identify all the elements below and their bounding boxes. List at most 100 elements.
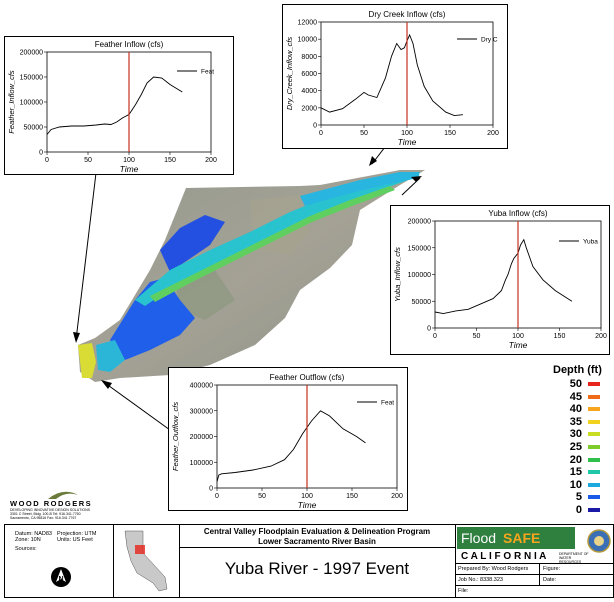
- x-tick-label: 100: [512, 333, 524, 340]
- y-tick-label: 12000: [298, 20, 318, 27]
- y-tick-label: 6000: [301, 71, 317, 78]
- california-locator-map: [124, 530, 168, 592]
- chart-title: Feather Inflow (cfs): [95, 40, 164, 49]
- x-axis-label: Time: [120, 164, 139, 174]
- zone-label: Zone: 10N: [15, 537, 41, 543]
- legend-item-swatch: [588, 470, 600, 475]
- title-block: Datum: NAD83 Zone: 10N Projection: UTM U…: [4, 524, 614, 598]
- x-tick-label: 200: [487, 130, 499, 137]
- legend-item: 0: [550, 504, 610, 516]
- program-cell: Central Valley Floodplain Evaluation & D…: [179, 525, 456, 597]
- legend-item-label: 0: [575, 504, 582, 516]
- flood-green-band: [150, 186, 395, 302]
- floodsafe-safe: SAFE: [503, 530, 541, 546]
- legend-item-label: 50: [569, 378, 582, 390]
- flood-yellow-outlet: [78, 343, 96, 378]
- legend-label: Feat: [201, 69, 214, 76]
- legend-item: 30: [550, 428, 610, 441]
- y-tick-label: 50000: [412, 299, 432, 306]
- legend-item-label: 20: [569, 453, 582, 466]
- legend-item: 35: [550, 415, 610, 428]
- projection-label: Projection: UTM: [57, 531, 97, 537]
- basin-name: Lower Sacramento River Basin: [258, 537, 376, 546]
- x-tick-label: 0: [433, 333, 437, 340]
- chart-title: Feather Outflow (cfs): [270, 373, 345, 382]
- legend-label: Feat: [381, 400, 394, 407]
- legend-item-label: 25: [569, 441, 582, 453]
- legend-item-swatch: [588, 445, 600, 449]
- legend-label: Dry C: [481, 37, 498, 44]
- chart-title: Yuba Inflow (cfs): [488, 209, 547, 218]
- flood-blue-north: [160, 215, 225, 272]
- job-no: Job No.: 8338.323: [458, 577, 503, 583]
- datum-label: Datum: NAD83: [15, 531, 52, 537]
- x-tick-label: 100: [123, 157, 135, 164]
- prepared-by: Prepared By: Wood Rodgers: [458, 566, 529, 572]
- x-tick-label: 50: [84, 157, 92, 164]
- flood-ne-channel: [300, 172, 420, 206]
- y-tick-label: 100000: [190, 460, 213, 467]
- north-arrow-icon: N: [51, 567, 71, 587]
- company-tagline: DEVELOPING INNOVATIVE DESIGN SOLUTIONS: [10, 508, 90, 512]
- legend-item-swatch: [588, 482, 600, 487]
- arrow-feather-inflow: [75, 172, 97, 341]
- x-tick-label: 150: [164, 157, 176, 164]
- floodsafe-flood: Flood: [461, 530, 497, 546]
- legend-item-label: 30: [569, 428, 582, 441]
- series-line: [320, 33, 463, 117]
- legend-item-label: 10: [569, 478, 582, 491]
- y-tick-label: 200000: [20, 50, 43, 57]
- y-tick-label: 10000: [298, 37, 318, 44]
- flood-blue-outlet: [96, 340, 125, 372]
- legend-item: 50: [550, 378, 610, 390]
- company-city: Sacramento, CA 95816 Fax: 916.341.7767: [10, 516, 77, 520]
- x-tick-label: 150: [554, 333, 566, 340]
- figure-label: Figure:: [543, 566, 561, 572]
- legend-item-swatch: [588, 457, 600, 462]
- x-tick-label: 100: [301, 493, 313, 500]
- x-tick-label: 0: [215, 493, 219, 500]
- y-tick-label: 0: [39, 150, 43, 157]
- y-tick-label: 100000: [20, 100, 43, 107]
- x-tick-label: 50: [258, 493, 266, 500]
- company-address: 3301 C Street, Bldg. 100-B Tel: 916.341.…: [10, 512, 81, 516]
- y-axis-label: Feather_Outflow_cfs: [171, 402, 180, 471]
- dwr-seal-icon: [587, 529, 611, 553]
- floodsafe-cell: Flood SAFE C A L I F O R N I A DEPARTMEN…: [455, 525, 613, 597]
- y-axis-label: Dry_Creek_Inflow_cfs: [285, 37, 294, 111]
- y-axis-label: Yuba_Inflow_cfs: [393, 247, 402, 302]
- feather-outflow-chart: Feather Outflow (cfs) 0 50 100 150 200 0 100000…: [168, 367, 408, 511]
- x-tick-label: 0: [319, 130, 323, 137]
- company-logo: WOOD RODGERS DEVELOPING INNOVATIVE DESIG…: [8, 485, 108, 523]
- y-tick-label: 0: [209, 486, 213, 493]
- legend-item: 25: [550, 441, 610, 453]
- legend-item: 40: [550, 403, 610, 415]
- arrow-feather-outflow: [104, 382, 171, 431]
- y-tick-label: 4000: [301, 88, 317, 95]
- series-line: [216, 410, 366, 482]
- legend-item-swatch: [588, 394, 600, 399]
- x-tick-label: 200: [205, 157, 217, 164]
- floodsafe-logo: Flood SAFE: [457, 527, 575, 549]
- dwr-text: DEPARTMENT OF WATER RESOURCES: [559, 552, 589, 564]
- dry-creek-inflow-chart: Dry Creek Inflow (cfs) 0 50 100 150 200 0 2000 4…: [282, 4, 508, 149]
- x-tick-label: 100: [401, 130, 413, 137]
- units-label: Units: US Feet: [57, 537, 93, 543]
- y-tick-label: 400000: [190, 383, 213, 390]
- y-tick-label: 200000: [190, 434, 213, 441]
- yuba-inflow-chart: Yuba Inflow (cfs) 0 50 100 150 200 0 50000 10000…: [390, 205, 610, 355]
- y-tick-label: 50000: [24, 125, 44, 132]
- legend-item-label: 35: [569, 415, 582, 428]
- legend-item: 15: [550, 466, 610, 478]
- y-tick-label: 8000: [301, 54, 317, 61]
- title-block-info: Datum: NAD83 Zone: 10N Projection: UTM U…: [5, 525, 114, 597]
- legend-title: Depth (ft): [553, 364, 602, 376]
- legend-label: Yuba: [583, 239, 598, 246]
- legend-item-swatch: [588, 508, 600, 512]
- legend-item-label: 5: [575, 491, 582, 504]
- california-text: C A L I F O R N I A: [461, 551, 547, 562]
- date-label: Date:: [543, 577, 557, 583]
- x-tick-label: 50: [473, 333, 481, 340]
- legend-item: 45: [550, 391, 610, 403]
